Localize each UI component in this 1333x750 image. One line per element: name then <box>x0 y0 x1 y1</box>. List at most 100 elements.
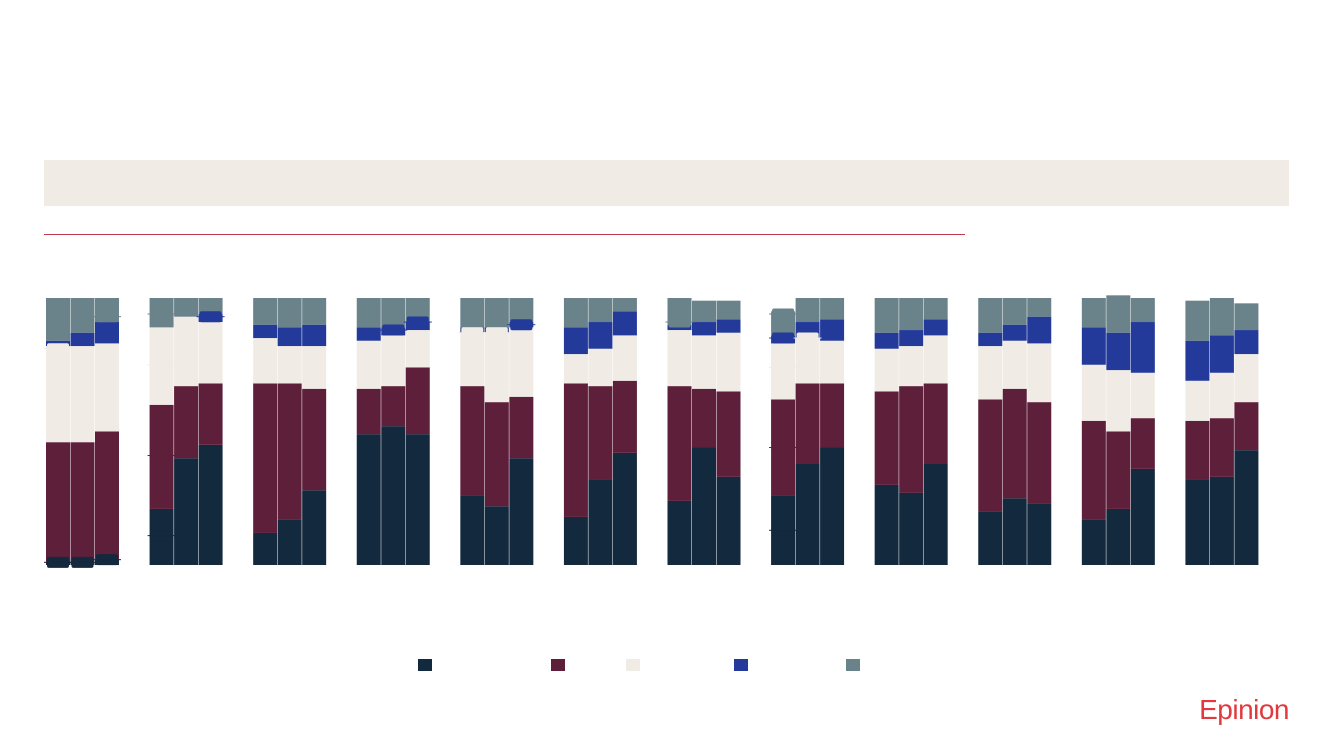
bar-segment-s5-b29 <box>1002 298 1027 325</box>
bar-segment-s2-b9 <box>302 388 327 491</box>
bar-segment-s2-b20 <box>692 388 716 448</box>
bar-segment-s2-b21 <box>716 391 741 477</box>
bar-segment-s1-b11 <box>381 426 406 565</box>
bar-segment-s3-b23 <box>795 338 820 384</box>
bar-segment-s3-b6 <box>198 322 223 384</box>
bar-segment-s4-b9 <box>302 324 327 347</box>
bar-marker-line-16 <box>665 321 694 323</box>
bar-segment-s4-b21 <box>716 319 741 333</box>
bar-segment-s2-b31 <box>1081 420 1106 520</box>
bar-segment-s1-b28 <box>978 511 1003 565</box>
stacked-bar-chart <box>44 295 1259 568</box>
bar-segment-s5-b7 <box>253 298 278 325</box>
bar-segment-s2-b6 <box>198 383 223 445</box>
bar-segment-s4-b29 <box>1002 324 1027 341</box>
bar-segment-s3-b18 <box>612 335 637 381</box>
bar-segment-s3-b9 <box>302 346 327 389</box>
bar-segment-s2-b5 <box>174 386 199 459</box>
bar-segment-s3-b24 <box>820 340 845 384</box>
bar-segment-s1-b19 <box>667 500 692 565</box>
bar-segment-s5-b11 <box>381 298 406 328</box>
bar-segment-s1-b35 <box>1209 476 1234 565</box>
bar-segment-s3-b1 <box>46 346 70 443</box>
bar-segment-s5-b18 <box>612 298 637 312</box>
bar-segment-s4-b16 <box>563 327 588 355</box>
bar-segment-s2-b23 <box>795 383 820 464</box>
bar-segment-s1-b5 <box>174 458 199 565</box>
bar-segment-s4-b7 <box>253 324 278 339</box>
bar-marker-line-4 <box>93 559 121 561</box>
bar-marker-line-8 <box>147 455 176 457</box>
bar-marker-line-18 <box>769 366 798 368</box>
bar-segment-s1-b8 <box>277 519 302 565</box>
bar-segment-s4-b35 <box>1209 335 1234 373</box>
bar-segment-s4-b8 <box>277 327 302 347</box>
bar-segment-s2-b17 <box>588 386 613 480</box>
bar-segment-s2-b3 <box>95 431 119 560</box>
bar-segment-s3-b12 <box>405 330 430 368</box>
bar-segment-s3-b20 <box>692 335 716 389</box>
bar-segment-s2-b18 <box>612 380 637 453</box>
bar-segment-s5-b1 <box>46 298 70 341</box>
bar-segment-s3-b11 <box>381 335 406 387</box>
bar-segment-s1-b10 <box>356 434 381 565</box>
bar-segment-s1-b13 <box>460 495 485 565</box>
bar-segment-s2-b16 <box>563 383 588 517</box>
bar-segment-s1-b32 <box>1106 508 1131 565</box>
bar-segment-s4-b30 <box>1027 316 1052 344</box>
bar-segment-s5-b25 <box>874 298 899 333</box>
bar-segment-s2-b10 <box>356 388 381 435</box>
bar-segment-s3-b7 <box>253 338 278 384</box>
bar-segment-s3-b16 <box>563 354 588 384</box>
bar-segment-s4-b3 <box>95 322 119 344</box>
bar-segment-s5-b35 <box>1209 298 1234 336</box>
bar-segment-s5-b26 <box>899 298 924 331</box>
legend-swatch <box>551 659 565 671</box>
bar-segment-s3-b13 <box>460 332 485 387</box>
bar-segment-s3-b34 <box>1185 380 1210 421</box>
bar-segment-s5-b20 <box>692 300 716 323</box>
bar-segment-s3-b30 <box>1027 343 1052 403</box>
bar-segment-s1-b18 <box>612 452 637 565</box>
bar-segment-s3-b15 <box>509 327 534 397</box>
bar-segment-s1-b29 <box>1002 498 1027 565</box>
bar-segment-s3-b17 <box>588 348 613 387</box>
bar-segment-s2-b13 <box>460 386 485 496</box>
bar-segment-s1-b21 <box>716 476 741 565</box>
bar-segment-s3-b2 <box>70 346 95 443</box>
bar-segment-s1-b20 <box>692 447 716 565</box>
bar-segment-s5-b9 <box>302 298 327 325</box>
title-underline <box>44 234 965 235</box>
bar-segment-s3-b5 <box>174 316 199 387</box>
bar-segment-s1-b34 <box>1185 479 1210 565</box>
bar-segment-s4-b27 <box>923 319 948 336</box>
bar-segment-s5-b14 <box>484 298 509 328</box>
bar-segment-s2-b19 <box>667 386 692 501</box>
bar-segment-s4-b26 <box>899 330 924 347</box>
bar-segment-s4-b25 <box>874 332 899 349</box>
bar-segment-s1-b30 <box>1027 503 1052 565</box>
bar-segment-s3-b19 <box>667 330 692 387</box>
bar-segment-s5-b15 <box>509 298 534 323</box>
bar-segment-s2-b29 <box>1002 388 1027 499</box>
bar-segment-s4-b17 <box>588 322 613 349</box>
bar-segment-s3-b29 <box>1002 340 1027 389</box>
bar-segment-s5-b23 <box>795 298 820 323</box>
bar-segment-s5-b27 <box>923 298 948 320</box>
bar-segment-s4-b10 <box>356 327 381 341</box>
bar-segment-s1-b12 <box>405 434 430 565</box>
bar-segment-s5-b36 <box>1234 303 1259 331</box>
bar-segment-s3-b21 <box>716 332 741 392</box>
bar-segment-s2-b26 <box>899 386 924 493</box>
bar-segment-s1-b9 <box>302 490 327 565</box>
bar-segment-s4-b32 <box>1106 332 1131 371</box>
bar-marker-line-22 <box>793 337 822 339</box>
bar-segment-s5-b16 <box>563 298 588 328</box>
bar-segment-s4-b34 <box>1185 340 1210 381</box>
bar-segment-s3-b35 <box>1209 372 1234 419</box>
brand-logo: Epinion <box>1199 694 1289 725</box>
bar-segment-s4-b36 <box>1234 330 1259 355</box>
bar-segment-s5-b21 <box>716 300 741 320</box>
bar-segment-s5-b32 <box>1106 295 1131 333</box>
bar-segment-s3-b31 <box>1081 364 1106 421</box>
